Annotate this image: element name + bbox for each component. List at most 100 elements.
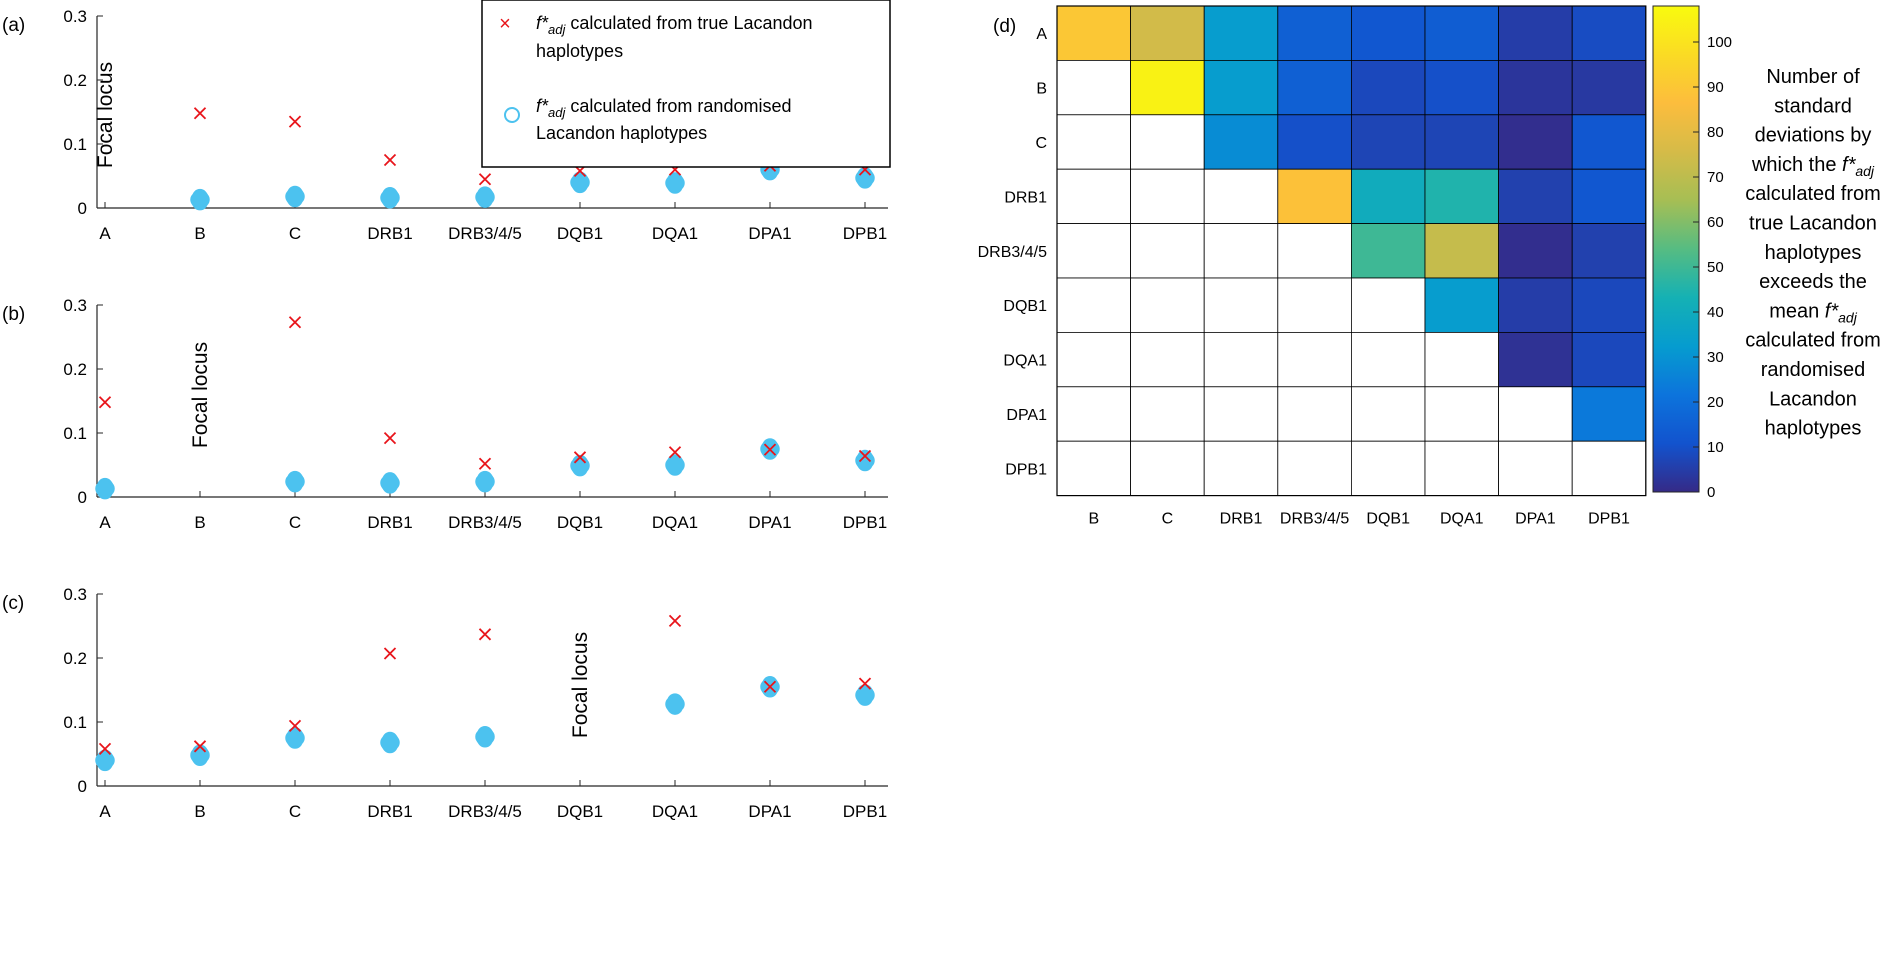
- x-tick-label: DPA1: [748, 802, 791, 821]
- true-point: [98, 396, 112, 409]
- colorbar-tick-label: 80: [1707, 124, 1724, 141]
- randomised-point: [572, 174, 588, 191]
- y-tick-label: 0.1: [63, 713, 87, 732]
- heatmap-cell: [1056, 386, 1131, 442]
- heatmap-cell: [1424, 277, 1499, 333]
- focal-locus-label: Focal locus: [94, 62, 117, 168]
- x-tick-label: DQA1: [652, 802, 698, 821]
- x-tick-label: DQB1: [557, 513, 603, 532]
- heatmap-cell: [1056, 440, 1131, 497]
- colorbar-label-line: which the f*adj: [1751, 154, 1875, 179]
- heatmap-cell: [1571, 168, 1647, 224]
- heatmap-cell: [1203, 386, 1279, 442]
- legend-entry-true-line1: f*adj calculated from true Lacandon: [536, 13, 813, 37]
- heatmap-cell: [1351, 223, 1426, 279]
- colorbar-label-line: exceeds the: [1759, 271, 1867, 293]
- heatmap-cell: [1498, 223, 1573, 279]
- heatmap-cell: [1571, 386, 1647, 442]
- randomised-point: [97, 480, 113, 497]
- heatmap-row-label: C: [1035, 135, 1047, 152]
- heatmap-cell: [1056, 223, 1131, 279]
- randomised-point: [192, 191, 208, 208]
- heatmap-cell: [1277, 223, 1352, 279]
- heatmap-row-label: DQA1: [1003, 353, 1047, 370]
- heatmap-cell: [1130, 277, 1205, 333]
- true-point: [98, 742, 112, 756]
- y-tick-label: 0: [78, 199, 87, 218]
- randomised-point: [477, 189, 493, 205]
- y-tick-label: 0.3: [63, 7, 87, 26]
- legend-entry-random-line2: Lacandon haplotypes: [536, 123, 707, 143]
- legend-entry-true-line2: haplotypes: [536, 41, 623, 61]
- y-tick-label: 0: [78, 488, 87, 507]
- heatmap-cell: [1130, 440, 1205, 497]
- heatmap-row-label: A: [1036, 26, 1047, 43]
- panel-label: (d): [993, 16, 1016, 37]
- heatmap-cell: [1351, 331, 1426, 388]
- heatmap-cell: [1203, 60, 1279, 116]
- heatmap-cell: [1351, 114, 1426, 170]
- colorbar-tick-label: 40: [1707, 304, 1724, 321]
- x-tick-label: DQA1: [652, 513, 698, 532]
- x-tick-label: B: [194, 802, 205, 821]
- colorbar-label-line: haplotypes: [1765, 418, 1862, 440]
- true-point: [288, 719, 302, 732]
- heatmap-cell: [1056, 168, 1131, 224]
- randomised-point: [97, 752, 113, 769]
- focal-locus-label: Focal locus: [189, 342, 212, 448]
- colorbar-label-line: Lacandon: [1769, 388, 1857, 410]
- heatmap-cell: [1203, 223, 1279, 279]
- x-tick-label: C: [289, 802, 301, 821]
- true-point: [193, 107, 207, 120]
- heatmap-cell: [1203, 440, 1279, 497]
- randomised-point: [857, 687, 873, 703]
- colorbar: [1652, 5, 1700, 493]
- true-point: [478, 457, 492, 470]
- heatmap-cell: [1277, 60, 1352, 116]
- true-point: [193, 740, 207, 753]
- heatmap-cell: [1277, 168, 1352, 224]
- heatmap-col-label: B: [1088, 511, 1099, 528]
- heatmap-cell: [1424, 60, 1499, 116]
- heatmap-cell: [1351, 5, 1426, 61]
- true-point: [573, 451, 587, 464]
- heatmap-cell: [1351, 277, 1426, 333]
- heatmap-col-label: C: [1162, 511, 1174, 528]
- heatmap-frame: [1056, 5, 1647, 497]
- true-point: [288, 316, 302, 329]
- x-tick-label: DPA1: [748, 513, 791, 532]
- randomised-point: [572, 457, 588, 474]
- true-point: [478, 628, 492, 641]
- heatmap-cell: [1277, 114, 1352, 170]
- heatmap-cell: [1351, 440, 1426, 497]
- colorbar-tick-label: 20: [1707, 394, 1724, 411]
- heatmap-cell: [1498, 331, 1573, 388]
- heatmap-cell: [1571, 331, 1647, 388]
- randomised-point: [857, 170, 873, 186]
- true-point: [858, 449, 872, 463]
- colorbar-label-line: calculated from: [1745, 183, 1881, 205]
- randomised-point: [287, 188, 303, 205]
- scatter-panel-b: 0 0.1 0.2 0.3 A B C DRB1 DRB3/4/5 DQB1 DQA1 DPA1 DPB…: [2, 296, 888, 532]
- x-tick-label: DPA1: [748, 224, 791, 243]
- heatmap-cell: [1056, 331, 1131, 388]
- heatmap-cell: [1130, 331, 1205, 388]
- heatmap-cell: [1571, 440, 1647, 497]
- heatmap-cell: [1056, 114, 1131, 170]
- y-tick-label: 0.1: [63, 135, 87, 154]
- colorbar-tick-label: 10: [1707, 439, 1724, 456]
- heatmap-col-label: DQB1: [1366, 511, 1410, 528]
- randomised-point: [287, 730, 303, 746]
- heatmap-cell: [1130, 60, 1205, 116]
- heatmap-cell: [1351, 168, 1426, 224]
- x-tick-label: A: [99, 802, 111, 821]
- randomised-point: [382, 734, 398, 751]
- heatmap-cell: [1130, 386, 1205, 442]
- focal-locus-label: Focal locus: [569, 632, 592, 738]
- heatmap-row-label: DPA1: [1006, 407, 1047, 424]
- panel-label: (c): [2, 593, 24, 614]
- true-point: [478, 173, 492, 186]
- legend-circle-marker: [504, 107, 520, 123]
- heatmap-cell: [1424, 5, 1499, 61]
- randomised-point: [477, 728, 493, 745]
